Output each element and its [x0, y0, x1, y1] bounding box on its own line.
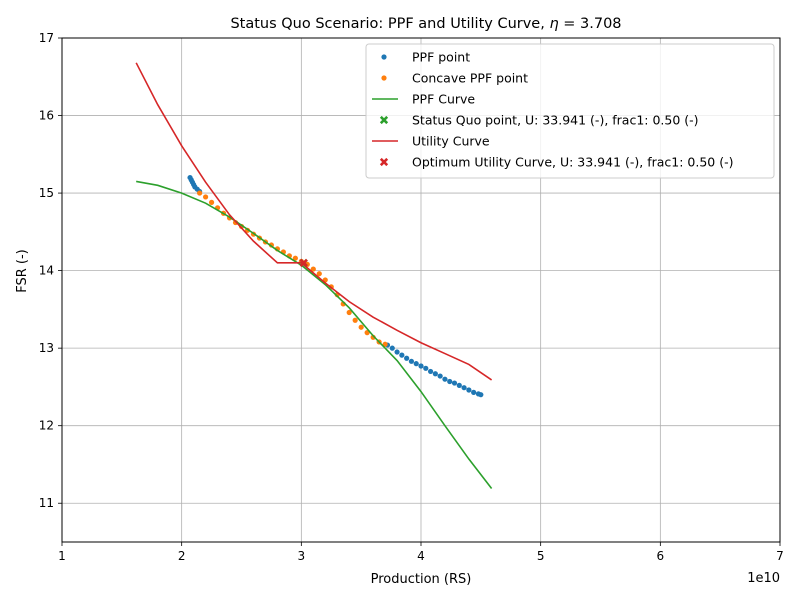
data-point [346, 309, 352, 316]
legend-handle-x [379, 115, 389, 125]
data-point [471, 389, 477, 395]
legend-handle-x [379, 157, 389, 167]
data-point [423, 365, 429, 371]
plot-area [135, 62, 493, 489]
legend-label: PPF Curve [412, 92, 475, 107]
legend-label: Optimum Utility Curve, U: 33.941 (-), fr… [412, 155, 734, 170]
data-point [432, 371, 438, 377]
legend-box [365, 43, 775, 179]
data-point [466, 387, 472, 393]
x-tick-label: 7 [776, 549, 784, 563]
x-tick-label: 2 [178, 549, 186, 563]
legend: PPF point Concave PPF point PPF Curve Statu… [365, 43, 775, 179]
data-point [404, 355, 410, 361]
data-point [478, 392, 484, 398]
data-point [197, 190, 203, 196]
data-point [394, 349, 400, 355]
chart-title-eta-value: = 3.708 [559, 16, 622, 32]
series-line [135, 62, 493, 381]
data-point [451, 380, 458, 386]
data-point [292, 255, 298, 261]
data-point [382, 341, 388, 347]
data-point [352, 317, 358, 323]
data-point [413, 361, 419, 367]
legend-handle-dot [381, 54, 387, 60]
x-axis-offset-label: 1e10 [747, 571, 780, 586]
data-point [447, 378, 453, 385]
data-point [427, 368, 434, 375]
x-tick-label: 4 [417, 549, 425, 563]
y-tick-label: 16 [39, 109, 54, 123]
legend-handle-dot [381, 75, 387, 81]
legend-label: Status Quo point, U: 33.941 (-), frac1: … [412, 113, 699, 128]
legend-label: Utility Curve [412, 134, 490, 149]
chart-title-prefix: Status Quo Scenario: PPF and Utility Cur… [230, 16, 549, 32]
data-point [437, 373, 443, 379]
data-point [389, 345, 395, 351]
legend-label: Concave PPF point [412, 71, 528, 86]
data-point [358, 324, 364, 330]
data-point-x [299, 258, 308, 267]
y-axis-label: FSR (-) [15, 249, 30, 293]
x-axis-label: Production (RS) [371, 572, 472, 587]
y-tick-label: 13 [39, 341, 54, 355]
y-tick-label: 14 [39, 264, 54, 278]
legend-label: PPF point [412, 50, 470, 65]
x-tick-label: 3 [298, 549, 306, 563]
y-tick-label: 17 [39, 31, 54, 45]
y-tick-label: 11 [39, 496, 54, 510]
data-point [208, 199, 215, 205]
chart-title-eta: η [549, 16, 558, 32]
data-point [456, 382, 462, 388]
data-point [310, 266, 316, 272]
data-point [418, 363, 424, 369]
data-point [442, 376, 448, 382]
x-tick-label: 1 [58, 549, 66, 563]
data-point [399, 352, 405, 358]
series-line [136, 180, 493, 489]
data-point [203, 194, 209, 200]
y-tick-label: 15 [39, 186, 54, 200]
data-point [316, 271, 322, 277]
y-tick-label: 12 [39, 419, 54, 433]
x-tick-label: 6 [657, 549, 665, 563]
x-tick-label: 5 [537, 549, 545, 563]
chart-title: Status Quo Scenario: PPF and Utility Cur… [230, 16, 621, 32]
data-point [408, 358, 415, 364]
data-point [461, 385, 467, 391]
